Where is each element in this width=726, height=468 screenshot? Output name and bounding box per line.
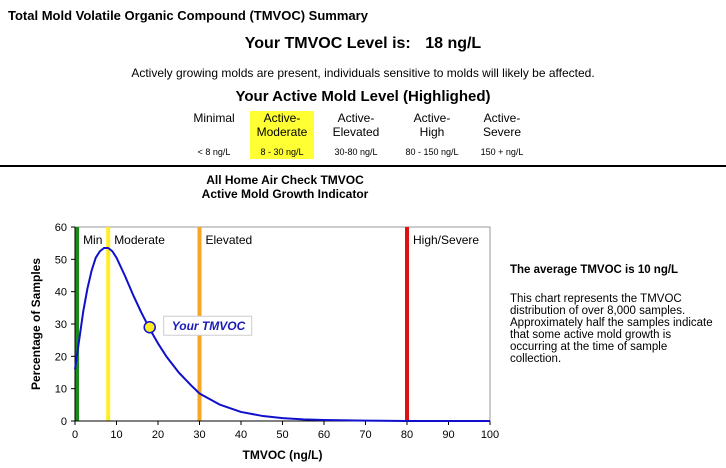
curve-point [323,419,325,421]
level-active-severe: Active- Severe 150 + ng/L [472,111,532,161]
level-range: 8 - 30 ng/L [260,147,304,157]
curve-point [91,270,93,272]
x-tick-label: 20 [152,429,164,441]
level-active-high: Active- High 80 - 150 ng/L [396,111,468,161]
distribution-curve-0 [74,247,490,422]
y-tick-label: 30 [55,319,67,331]
y-axis-title: Percentage of Samples [29,258,43,390]
x-tick-label: 10 [110,429,122,441]
level-range: 80 - 150 ng/L [405,147,459,157]
level-unit: ng/L [447,35,482,52]
chart-description: This chart represents the TMVOC distribu… [510,293,713,365]
curve-point [111,250,113,252]
level-name: Active- [337,111,375,125]
x-tick-label: 40 [235,429,247,441]
level-note: Actively growing molds are present, indi… [131,66,595,80]
curve-point [448,420,450,422]
level-name: Active- [413,111,451,125]
x-tick-label: 60 [318,429,330,441]
curve-point [78,339,80,341]
tmvoc-level-row: Your TMVOC Level is: 18 ng/L [0,35,726,53]
curve-point [99,250,101,252]
x-tick-label: 80 [401,429,413,441]
category-label: Min [83,233,102,247]
y-tick-label: 60 [55,222,67,234]
level-minimal: Minimal < 8 ng/L [183,111,245,161]
y-tick-label: 50 [55,254,67,266]
level-range: 30-80 ng/L [334,147,378,157]
curve-point [365,420,367,422]
plot-area [74,226,491,422]
curve-point [282,417,284,419]
y-tick-label: 10 [55,384,67,396]
curve-point [489,420,491,422]
category-label: Elevated [206,233,253,247]
level-name: Active- [263,111,301,125]
your-tmvoc-callout-box [163,315,253,336]
curve-point [240,411,242,413]
x-tick-label: 50 [276,429,288,441]
y-tick-label: 40 [55,287,67,299]
report-title: Total Mold Volatile Organic Compound (TM… [8,8,368,23]
x-tick-label: 100 [481,429,499,441]
average-tmvoc-text: The average TMVOC is 10 ng/L [510,264,679,276]
curve-point [124,275,126,277]
level-name-line2: Elevated [332,125,380,139]
y-tick-label: 20 [55,351,67,363]
chart-title-line2: Active Mold Growth Indicator [201,187,369,201]
level-value: 18 [425,35,443,52]
curve-point [165,355,167,357]
level-name-line2: High [419,125,445,139]
curve-point [261,415,263,417]
level-active-elevated: Active- Elevated 30-80 ng/L [323,111,389,161]
level-active-moderate: Active- Moderate 8 - 30 ng/L [250,111,314,159]
section-divider [0,165,726,167]
curve-point [178,372,180,374]
chart-title-line1: All Home Air Check TMVOC [206,173,364,187]
level-range: < 8 ng/L [197,147,231,157]
y-tick-label: 0 [61,416,67,428]
active-level-heading: Your Active Mold Level (Highlighed) [235,88,491,105]
level-label: Your TMVOC Level is: [244,35,411,52]
curve-point [132,294,134,296]
your-tmvoc-marker [143,320,156,334]
x-axis-title: TMVOC (ng/L) [243,448,323,462]
curve-point [406,420,408,422]
chart-title: All Home Air Check TMVOC Active Mold Gro… [100,173,470,201]
curve-point [107,247,109,249]
curve-point [116,257,118,259]
your-tmvoc-label: Your TMVOC [172,319,246,333]
level-name-line2: Severe [482,125,522,139]
curve-point [95,257,97,259]
curve-point [302,418,304,420]
curve-point [140,312,142,314]
curve-point [219,404,221,406]
x-tick-label: 90 [442,429,454,441]
curve-point [199,393,201,395]
level-name: Minimal [193,111,235,125]
category-label: Moderate [114,233,165,247]
level-name-line2: Moderate [256,125,308,139]
curve-point [103,247,105,249]
curve-point [82,310,84,312]
tmvoc-distribution-chart: Min Moderate Elevated High/Severe 0 10 20 30 40 5… [29,222,499,462]
x-tick-label: 70 [359,429,371,441]
x-tick-label: 30 [193,429,205,441]
level-name: Active- [483,111,521,125]
curve-point [157,342,159,344]
x-tick-label: 0 [72,429,78,441]
curve-point [86,287,88,289]
level-range: 150 + ng/L [480,147,524,157]
category-label: High/Severe [413,233,479,247]
curve-point [74,368,76,370]
curve-point [190,384,192,386]
